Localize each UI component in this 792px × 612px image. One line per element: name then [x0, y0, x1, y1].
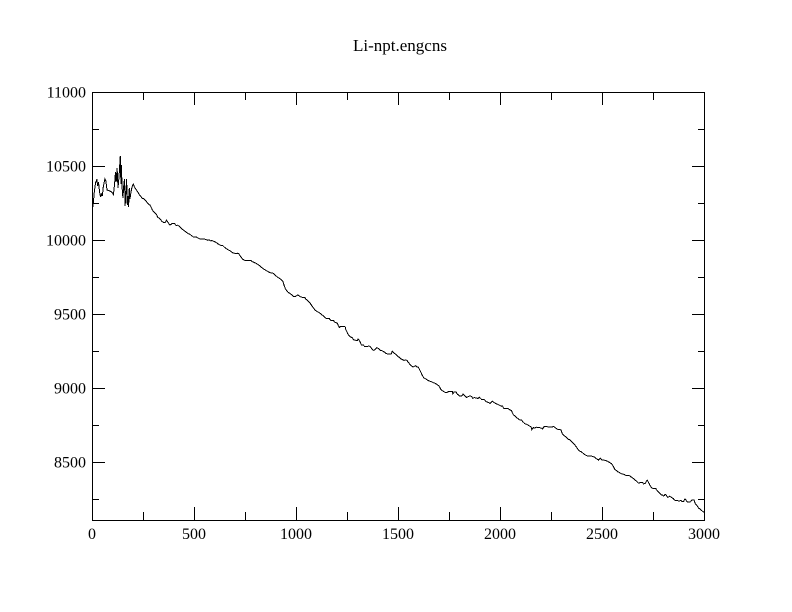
svg-text:2500: 2500: [586, 526, 618, 543]
svg-text:0: 0: [88, 526, 96, 543]
svg-text:9500: 9500: [54, 307, 86, 324]
svg-text:Li-npt.engcns: Li-npt.engcns: [353, 36, 447, 55]
svg-text:2000: 2000: [484, 526, 516, 543]
svg-text:10000: 10000: [46, 233, 86, 250]
svg-text:9000: 9000: [54, 381, 86, 398]
svg-text:3000: 3000: [688, 526, 720, 543]
svg-text:11000: 11000: [47, 85, 86, 102]
svg-text:1500: 1500: [382, 526, 414, 543]
svg-text:8500: 8500: [54, 455, 86, 472]
svg-text:500: 500: [182, 526, 206, 543]
svg-text:10500: 10500: [46, 159, 86, 176]
svg-text:1000: 1000: [280, 526, 312, 543]
